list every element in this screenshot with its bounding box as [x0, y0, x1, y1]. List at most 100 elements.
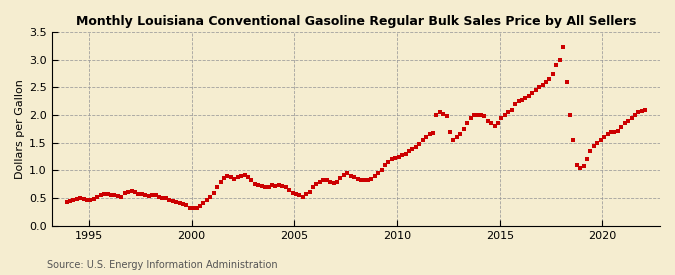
Point [424, 132, 435, 137]
Point [373, 171, 383, 175]
Point [554, 57, 565, 62]
Point [126, 189, 137, 193]
Point [417, 138, 428, 142]
Point [338, 173, 349, 177]
Point [181, 203, 192, 207]
Point [325, 179, 335, 184]
Point [435, 110, 446, 114]
Point [298, 195, 308, 199]
Point [92, 195, 103, 199]
Point [637, 108, 647, 113]
Point [198, 200, 209, 205]
Point [462, 121, 472, 126]
Point [527, 91, 538, 95]
Point [318, 178, 329, 183]
Point [465, 116, 476, 120]
Point [232, 175, 243, 179]
Point [483, 119, 493, 123]
Point [136, 192, 147, 197]
Point [301, 192, 312, 196]
Point [356, 178, 367, 182]
Point [113, 194, 124, 198]
Point [105, 193, 116, 197]
Point [369, 174, 380, 178]
Point [404, 149, 414, 153]
Point [253, 183, 264, 188]
Point [260, 185, 271, 189]
Point [599, 135, 610, 139]
Title: Monthly Louisiana Conventional Gasoline Regular Bulk Sales Price by All Sellers: Monthly Louisiana Conventional Gasoline … [76, 15, 636, 28]
Point [280, 185, 291, 189]
Point [191, 205, 202, 210]
Point [407, 147, 418, 152]
Point [194, 204, 205, 208]
Point [95, 193, 106, 198]
Point [427, 131, 438, 135]
Point [630, 113, 641, 117]
Point [164, 198, 175, 202]
Point [294, 193, 305, 198]
Point [321, 178, 332, 183]
Point [277, 184, 288, 188]
Point [215, 179, 226, 184]
Point [448, 138, 459, 142]
Point [359, 178, 370, 183]
Point [171, 200, 182, 204]
Point [520, 96, 531, 101]
Point [212, 185, 223, 189]
Point [455, 132, 466, 137]
Y-axis label: Dollars per Gallon: Dollars per Gallon [15, 79, 25, 179]
Point [256, 184, 267, 188]
Point [167, 199, 178, 203]
Point [414, 142, 425, 146]
Point [202, 198, 213, 202]
Point [304, 189, 315, 194]
Point [133, 192, 144, 196]
Point [379, 163, 390, 167]
Point [229, 177, 240, 181]
Point [65, 199, 76, 203]
Point [267, 183, 277, 188]
Point [431, 113, 441, 117]
Point [335, 175, 346, 180]
Point [205, 195, 216, 199]
Point [421, 135, 431, 139]
Point [582, 157, 593, 162]
Point [612, 128, 623, 133]
Point [102, 192, 113, 196]
Point [575, 166, 586, 170]
Point [441, 114, 452, 118]
Point [362, 178, 373, 182]
Point [410, 145, 421, 149]
Point [558, 45, 568, 50]
Point [496, 116, 507, 120]
Point [479, 114, 490, 118]
Point [85, 198, 96, 203]
Point [178, 202, 188, 206]
Point [346, 174, 356, 178]
Point [472, 113, 483, 117]
Point [534, 85, 545, 90]
Point [578, 164, 589, 168]
Point [161, 196, 171, 200]
Point [311, 182, 322, 186]
Point [390, 156, 401, 161]
Point [602, 132, 613, 137]
Point [500, 113, 510, 117]
Point [130, 190, 140, 194]
Point [547, 71, 558, 76]
Point [445, 130, 456, 134]
Point [523, 94, 534, 98]
Point [88, 197, 99, 202]
Point [99, 192, 109, 197]
Point [616, 125, 626, 130]
Point [68, 198, 79, 202]
Point [116, 194, 127, 199]
Point [150, 193, 161, 198]
Point [633, 110, 644, 114]
Point [503, 110, 514, 114]
Point [640, 107, 651, 112]
Point [222, 174, 233, 178]
Point [561, 80, 572, 84]
Point [342, 171, 353, 175]
